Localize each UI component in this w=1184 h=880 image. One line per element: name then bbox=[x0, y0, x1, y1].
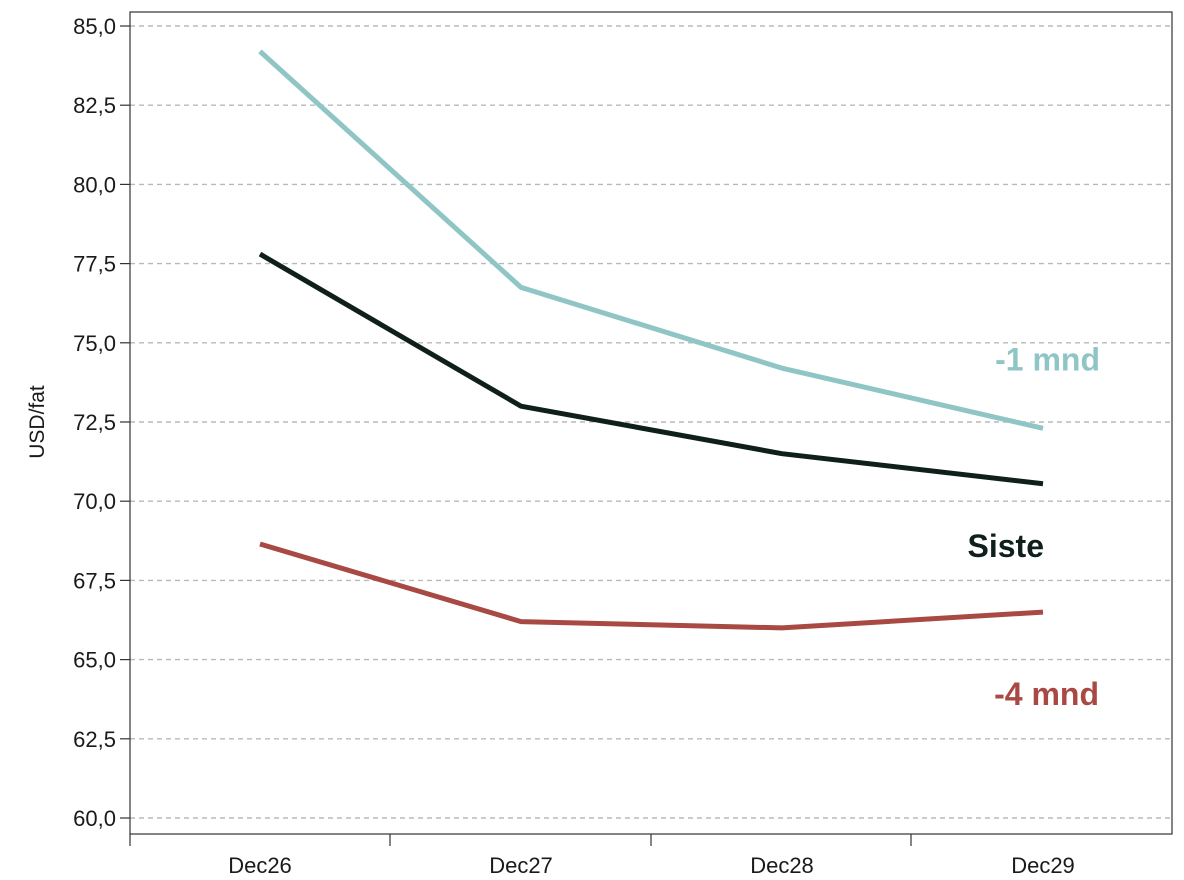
series-labels: -1 mnd Siste -4 mnd bbox=[968, 341, 1100, 712]
x-tick-label: Dec28 bbox=[750, 853, 814, 878]
y-tick-label: 60,0 bbox=[73, 806, 116, 831]
x-axis-ticks: Dec26 Dec27 Dec28 Dec29 bbox=[129, 834, 1075, 878]
y-axis-ticks: 60,0 62,5 65,0 67,5 70,0 72,5 75,0 77,5 80,0 82,5… bbox=[73, 14, 130, 831]
y-tick-label: 67,5 bbox=[73, 568, 116, 593]
series-label: Siste bbox=[968, 528, 1044, 564]
y-tick-label: 72,5 bbox=[73, 410, 116, 435]
y-tick-label: 62,5 bbox=[73, 727, 116, 752]
x-tick-label: Dec26 bbox=[228, 853, 292, 878]
y-tick-label: 70,0 bbox=[73, 489, 116, 514]
grid-lines bbox=[130, 25, 1172, 819]
series-line bbox=[258, 49, 1044, 431]
series-line bbox=[259, 541, 1044, 631]
series-label: -4 mnd bbox=[994, 676, 1099, 712]
plot-frame bbox=[129, 11, 1173, 835]
y-tick-label: 80,0 bbox=[73, 172, 116, 197]
x-tick-label: Dec29 bbox=[1011, 853, 1075, 878]
series-lines bbox=[258, 49, 1044, 631]
y-tick-label: 85,0 bbox=[73, 14, 116, 39]
y-tick-label: 65,0 bbox=[73, 648, 116, 673]
series-label: -1 mnd bbox=[995, 341, 1100, 377]
x-tick-label: Dec27 bbox=[489, 853, 553, 878]
y-axis-label: USD/fat bbox=[26, 385, 49, 459]
y-tick-label: 75,0 bbox=[73, 331, 116, 356]
y-tick-label: 77,5 bbox=[73, 252, 116, 277]
y-tick-label: 82,5 bbox=[73, 93, 116, 118]
series-line bbox=[258, 251, 1044, 487]
